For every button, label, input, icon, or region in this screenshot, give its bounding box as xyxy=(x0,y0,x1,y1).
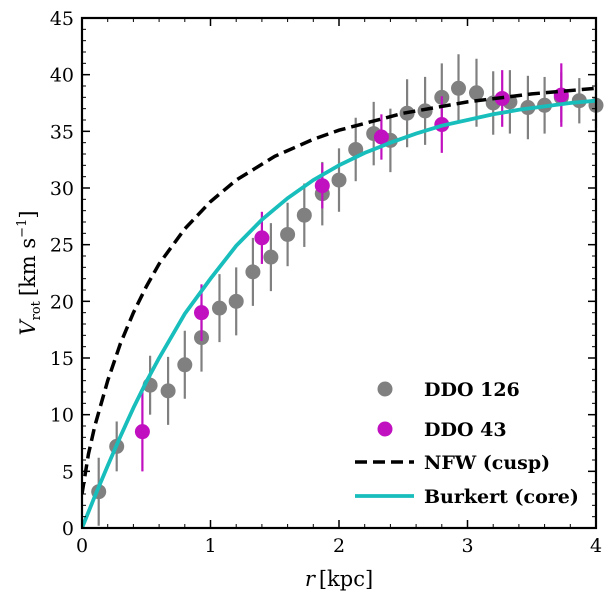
ddo-126-point xyxy=(263,249,279,265)
legend-nfw-cusp-label: NFW (cusp) xyxy=(424,452,550,474)
legend-ddo-43-marker xyxy=(377,421,393,437)
ddo-43-point xyxy=(194,305,210,321)
burkert-core-line xyxy=(82,98,596,528)
y-axis-label: Vrot [km s−1] xyxy=(15,210,44,335)
ticks xyxy=(81,17,597,529)
y-tick-label: 0 xyxy=(62,518,74,540)
y-axis-unit-suffix: ] xyxy=(16,210,40,218)
ddo-126-point xyxy=(468,85,484,101)
y-tick-label: 25 xyxy=(50,235,74,257)
plot-lines xyxy=(82,86,596,528)
x-tick-label: 0 xyxy=(76,535,88,557)
y-tick-label: 40 xyxy=(50,65,74,87)
y-axis-unit-prefix: [km s xyxy=(16,238,40,296)
ddo-43-point xyxy=(314,178,330,194)
x-axis-symbol: r xyxy=(305,567,317,591)
y-tick-label: 10 xyxy=(50,405,74,427)
ddo-43-point xyxy=(254,230,270,246)
ddo-126-point xyxy=(211,300,227,316)
legend-burkert-core-label: Burkert (core) xyxy=(424,486,579,508)
y-tick-label: 5 xyxy=(62,461,74,483)
y-axis-subscript: rot xyxy=(29,300,44,320)
x-axis-unit: [kpc] xyxy=(319,567,373,591)
x-tick-label: 3 xyxy=(461,535,473,557)
legend-ddo-126-marker xyxy=(377,381,393,397)
y-tick-label: 30 xyxy=(50,178,74,200)
ddo-43-point xyxy=(134,424,150,440)
legend-ddo-43-label: DDO 43 xyxy=(424,419,507,441)
ddo-126-point xyxy=(280,226,296,242)
ddo-126-point xyxy=(245,264,261,280)
y-tick-label: 20 xyxy=(50,291,74,313)
x-tick-label: 1 xyxy=(204,535,216,557)
ddo-43-point xyxy=(373,129,389,145)
y-axis-symbol: V xyxy=(16,319,40,336)
ddo-126-point xyxy=(160,383,176,399)
ddo-126-point xyxy=(348,141,364,157)
x-axis-label: r [kpc] xyxy=(305,567,373,591)
legend-ddo-126-label: DDO 126 xyxy=(424,379,520,401)
legend: DDO 126 DDO 43 NFW (cusp) Burkert (core) xyxy=(355,379,579,508)
nfw-cusp-line xyxy=(82,86,596,495)
y-tick-label: 45 xyxy=(50,8,74,30)
ddo-126-point xyxy=(296,207,312,223)
ddo-126-point xyxy=(228,293,244,309)
x-tick-label: 4 xyxy=(590,535,602,557)
ddo-126-point xyxy=(451,80,467,96)
ddo-126-point xyxy=(331,172,347,188)
y-axis-unit-superscript: −1 xyxy=(15,219,30,238)
ddo-126-point xyxy=(177,357,193,373)
y-tick-label: 35 xyxy=(50,121,74,143)
x-tick-label: 2 xyxy=(333,535,345,557)
y-tick-label: 15 xyxy=(50,348,74,370)
